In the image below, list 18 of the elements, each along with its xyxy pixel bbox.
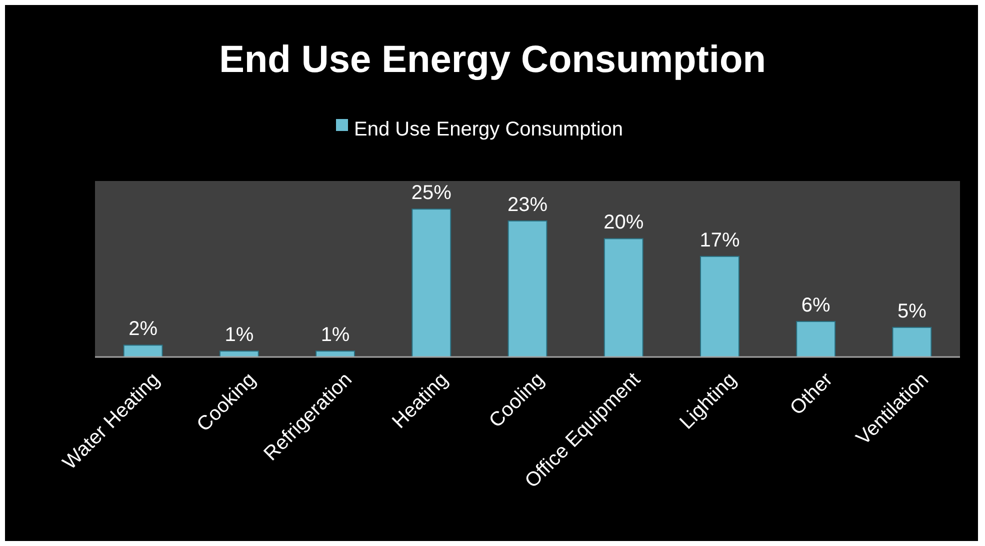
bar bbox=[412, 208, 452, 358]
data-label: 2% bbox=[128, 318, 158, 340]
bar bbox=[796, 321, 836, 358]
data-label: 25% bbox=[411, 182, 452, 204]
bar bbox=[604, 238, 644, 358]
data-label: 5% bbox=[897, 300, 927, 322]
data-label: 23% bbox=[507, 194, 548, 216]
bar bbox=[892, 326, 932, 358]
data-label: 6% bbox=[801, 294, 831, 317]
chart-title: End Use Energy Consumption bbox=[219, 39, 766, 81]
data-label: 1% bbox=[224, 324, 254, 346]
bar bbox=[700, 256, 740, 358]
bar bbox=[123, 344, 163, 358]
data-label: 1% bbox=[320, 324, 350, 346]
legend-label: End Use Energy Consumption bbox=[354, 118, 624, 140]
data-label: 17% bbox=[700, 229, 740, 252]
bar bbox=[508, 220, 548, 358]
data-label: 20% bbox=[604, 212, 644, 234]
